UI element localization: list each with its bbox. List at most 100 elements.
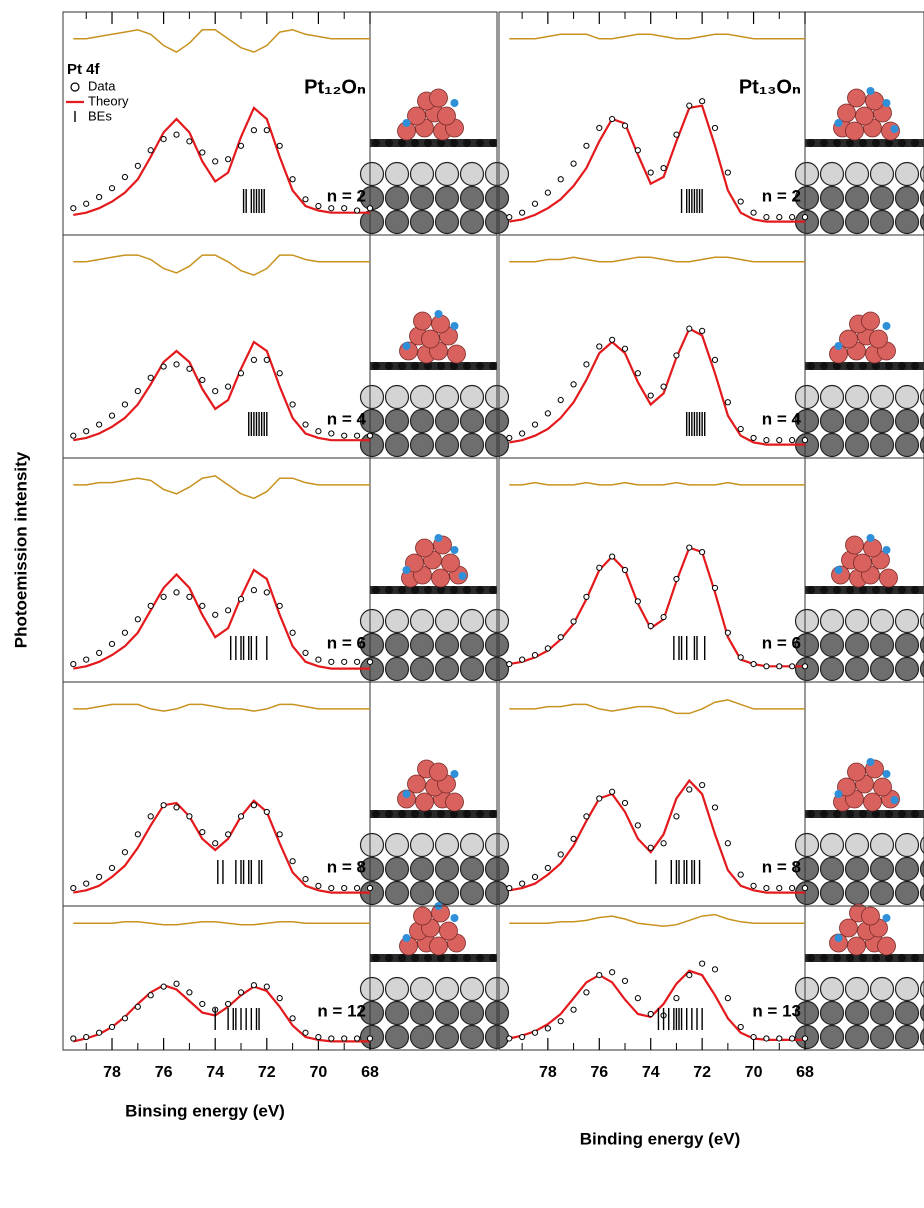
data-point [276,995,283,1002]
data-point [531,200,539,207]
data-point [544,645,551,652]
data-point [160,593,167,600]
data-point [801,1035,809,1042]
data-point [711,966,719,973]
data-point [724,840,731,847]
substrate-atom [869,1024,895,1050]
graphene-atom [463,139,471,147]
data-point [186,593,193,600]
data-point [354,658,361,665]
pt-atom [413,906,432,926]
data-point [570,835,577,842]
data-point [531,421,539,428]
substrate-atom [794,185,820,211]
data-point [328,430,335,437]
graphene-atom [807,139,815,147]
substrate-atom [459,832,485,858]
data-point [328,658,335,665]
data-point [519,656,526,663]
graphene-layer [370,586,497,594]
graphene-atom [411,954,419,962]
substrate-atom [869,656,895,682]
substrate-atom [359,161,385,187]
graphene-atom [859,139,867,147]
difference-line [509,481,805,486]
panel-label: n = 4 [762,409,802,428]
data-point [699,98,706,105]
graphene-atom [833,954,841,962]
data-point [686,325,693,332]
data-point [276,370,283,377]
data-point [544,1025,551,1032]
substrate-atom [869,856,895,882]
substrate-atom [459,976,485,1002]
data-point [147,602,154,609]
substrate-atom [434,976,460,1002]
o-atom [890,125,899,133]
substrate-atom [359,408,385,434]
data-point [70,660,77,668]
substrate-atom [434,384,460,410]
o-atom [882,546,891,554]
data-point [570,160,577,167]
data-point [506,660,513,668]
substrate-atom [359,209,385,235]
substrate-atom [894,632,920,658]
substrate-atom [384,856,410,882]
data-point [199,828,206,836]
graphene-atom [450,586,458,594]
graphene-atom [859,586,867,594]
substrate-atom [459,432,485,458]
data-point [789,884,796,892]
data-point [328,205,335,212]
graphene-atom [872,139,880,147]
data-point [366,658,374,665]
graphene-atom [846,810,854,818]
data-point [276,602,283,609]
x-tick-label: 68 [796,1064,814,1081]
data-point [225,1000,232,1008]
substrate-atom [844,384,870,410]
data-point [263,589,270,596]
data-point [108,864,116,872]
graphene-atom [846,362,854,370]
data-point [711,804,719,811]
pt-atom [845,121,864,141]
data-point [341,432,348,439]
substrate-atom [459,384,485,410]
data-point [789,663,796,670]
data-point [83,656,90,663]
data-point [83,880,90,887]
data-point [557,851,564,858]
data-point [121,629,129,636]
data-point [173,361,180,368]
pt-atom [877,936,896,956]
o-atom [402,934,411,942]
graphene-atom [885,362,893,370]
data-point [660,383,667,390]
graphene-atom [820,139,828,147]
substrate-atom [434,608,460,634]
data-point [519,430,526,437]
panel-label: n = 8 [762,857,801,876]
data-point [801,884,809,892]
data-point [647,844,654,851]
data-point [83,1033,90,1041]
substrate-atom [919,1003,924,1023]
substrate-atom [894,1000,920,1026]
substrate-atom [794,608,820,634]
substrate-atom [434,432,460,458]
panel-title: Pt₁₃Oₙ [739,76,801,98]
substrate-atom [819,856,845,882]
graphene-atom [489,139,497,147]
data-point [96,193,103,201]
x-tick-label: 78 [539,1064,557,1081]
difference-line [73,703,370,712]
data-point [711,124,719,132]
graphene-atom [898,954,906,962]
data-point [70,1035,77,1042]
substrate-atom [409,880,435,906]
data-point [634,147,641,154]
graphene-atom [385,139,393,147]
data-point [366,432,374,439]
